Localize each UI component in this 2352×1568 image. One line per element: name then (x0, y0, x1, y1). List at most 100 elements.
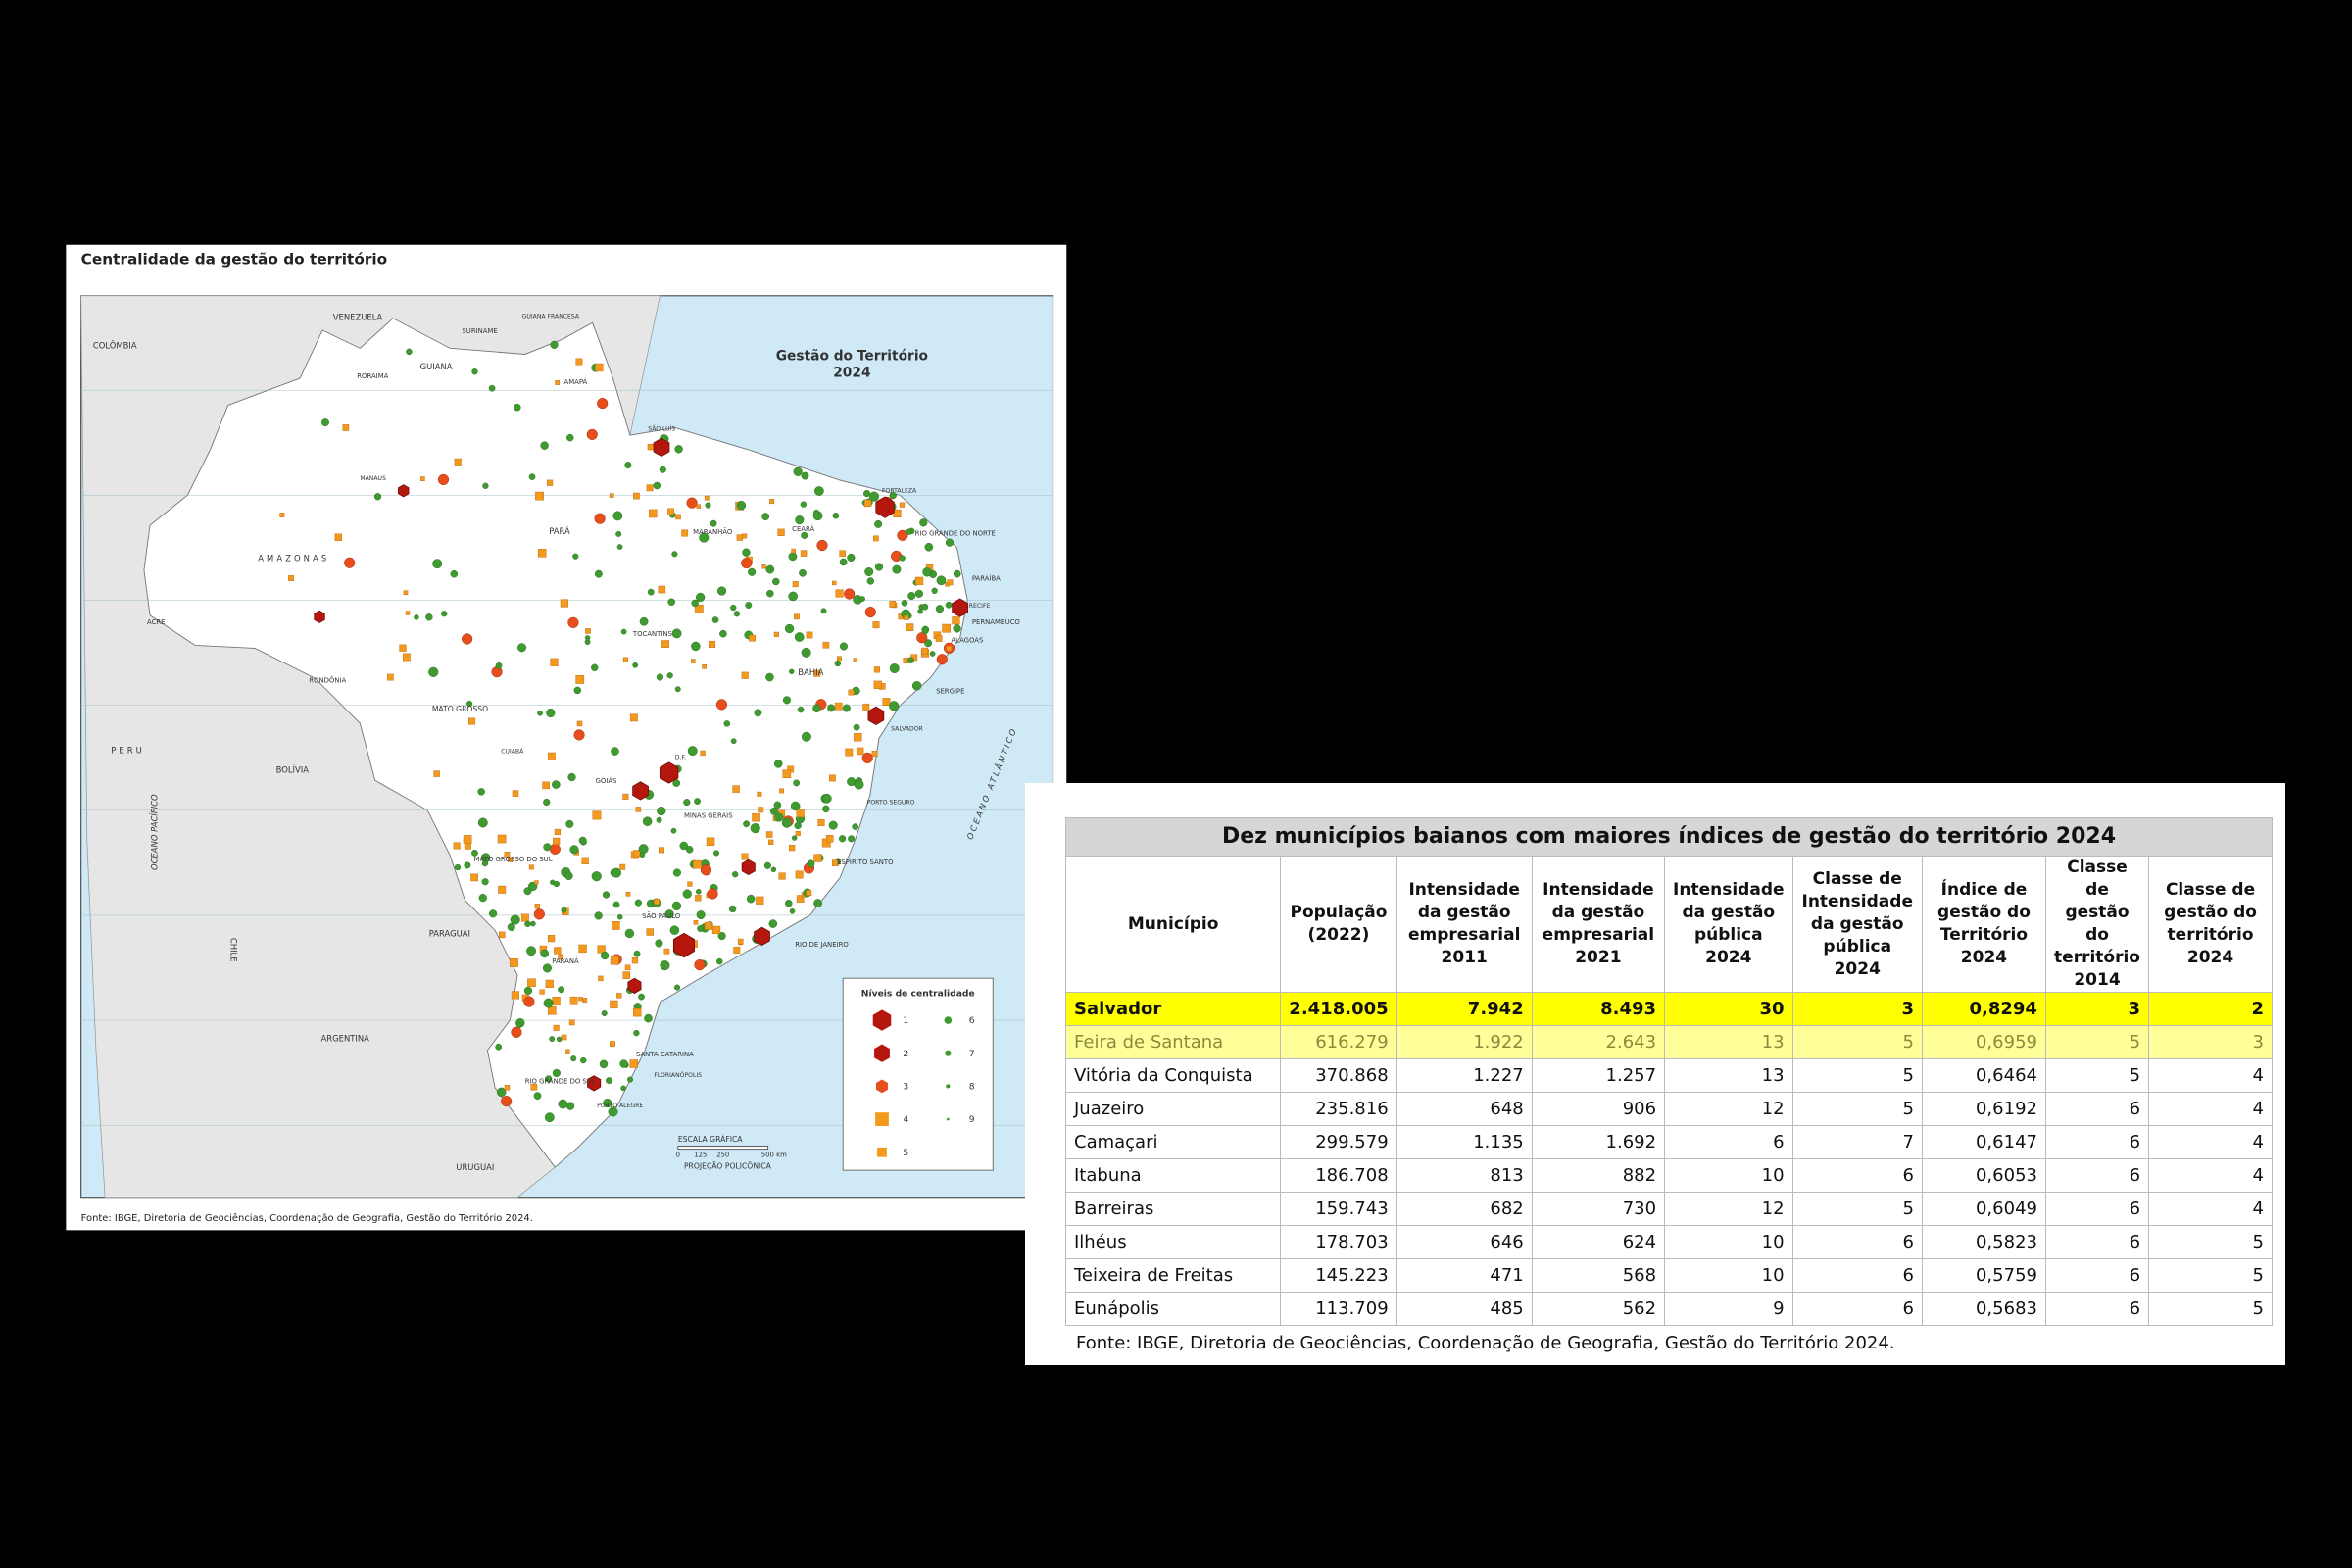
city-square (906, 623, 914, 631)
table: Dez municípios baianos com maiores índic… (1064, 817, 2273, 1326)
city-square (862, 703, 870, 710)
city-square (893, 509, 902, 518)
table-cell: 5 (2148, 1292, 2273, 1326)
city-dot (773, 801, 782, 809)
table-cell: 6 (2044, 1158, 2150, 1193)
table-cell: 13 (1664, 1025, 1793, 1059)
legend-symbol (875, 1112, 889, 1126)
metropolis (952, 598, 968, 617)
city-dot (674, 445, 683, 454)
metropolis (754, 926, 770, 946)
table-cell: 6 (1791, 1225, 1923, 1259)
city-dot (552, 1068, 561, 1078)
map-heading: 2024 (833, 365, 870, 380)
city-square (768, 839, 774, 845)
scale-title: ESCALA GRÁFICA (678, 1135, 743, 1144)
city-square (794, 613, 800, 620)
city-dot (657, 806, 666, 816)
city-square (520, 913, 529, 922)
city-dot (586, 428, 598, 440)
legend-label: 7 (969, 1049, 975, 1059)
metropolis (632, 781, 649, 801)
city-dot (733, 611, 740, 617)
city-dot (496, 1087, 507, 1098)
table-row: Teixeira de Freitas 145.223 471 568 10 6 0,575… (1064, 1258, 2273, 1293)
city-dot (813, 509, 820, 515)
table-cell: 0,6464 (1921, 1058, 2046, 1093)
city-dot (907, 592, 916, 601)
city-dot (619, 1059, 628, 1068)
label: SURINAME (462, 327, 497, 335)
city-dot (627, 1076, 634, 1083)
column-header: População (2022) (1280, 856, 1397, 993)
city-square (952, 616, 960, 625)
city-square (837, 656, 842, 662)
city-dot (822, 793, 832, 804)
city-dot (921, 603, 929, 611)
table-cell: 0,5823 (1921, 1225, 2046, 1259)
city-square (791, 548, 796, 554)
city-dot (570, 1055, 577, 1062)
city-dot (602, 891, 611, 899)
city-square (508, 857, 514, 862)
city-square (611, 921, 620, 930)
city-dot (914, 589, 924, 598)
city-dot (700, 864, 712, 876)
city-square (806, 890, 812, 897)
table-cell: 3 (2148, 1025, 2273, 1059)
city-dot (533, 908, 545, 920)
table-cell: 0,5759 (1921, 1258, 2046, 1293)
city-dot (773, 760, 783, 768)
city-square (709, 641, 716, 649)
city-dot (917, 609, 923, 614)
city-dot (911, 681, 922, 691)
label: GUIANA FRANCESA (522, 314, 580, 320)
city-dot (600, 951, 610, 960)
table-cell: 646 (1396, 1225, 1533, 1259)
city-dot (742, 548, 751, 557)
label: RIO DE JANEIRO (795, 941, 849, 949)
city-square (629, 1059, 638, 1068)
table-cell: Itabuna (1064, 1158, 1282, 1193)
city-dot (464, 861, 471, 869)
table-cell: Juazeiro (1064, 1092, 1282, 1126)
metropolis (672, 932, 695, 958)
city-dot (656, 673, 664, 681)
city-dot (495, 1043, 503, 1051)
city-dot (669, 925, 680, 935)
city-dot (889, 663, 900, 674)
city-dot (655, 939, 663, 948)
city-dot (477, 788, 485, 796)
scale-tick: 250 (716, 1151, 729, 1158)
city-dot (406, 348, 413, 356)
city-dot (454, 863, 462, 871)
table-cell: 2.643 (1531, 1025, 1666, 1059)
city-square (610, 1000, 618, 1009)
table-cell: 5 (2044, 1025, 2150, 1059)
city-dot (639, 616, 649, 626)
city-dot (564, 871, 573, 881)
table-cell: 4 (2148, 1158, 2273, 1193)
city-square (565, 1049, 570, 1054)
city-dot (685, 846, 694, 854)
table-cell: 6 (2044, 1292, 2150, 1326)
city-square (610, 1041, 615, 1048)
city-dot (612, 901, 620, 908)
city-dot (906, 528, 912, 535)
city-square (646, 928, 654, 936)
legend-symbol (874, 1044, 890, 1062)
table-cell: 145.223 (1280, 1258, 1397, 1293)
city-dot (754, 709, 762, 717)
table-cell: 6 (1791, 1292, 1923, 1326)
table-cell: 7.942 (1396, 992, 1533, 1026)
city-square (610, 956, 619, 965)
city-square (782, 769, 792, 778)
city-square (403, 590, 409, 596)
city-dot (686, 497, 698, 509)
table-cell: 6 (2044, 1125, 2150, 1159)
table-cell: 370.868 (1280, 1058, 1397, 1093)
city-dot (838, 835, 847, 843)
city-square (576, 720, 583, 727)
city-square (334, 533, 342, 541)
city-dot (344, 557, 356, 568)
